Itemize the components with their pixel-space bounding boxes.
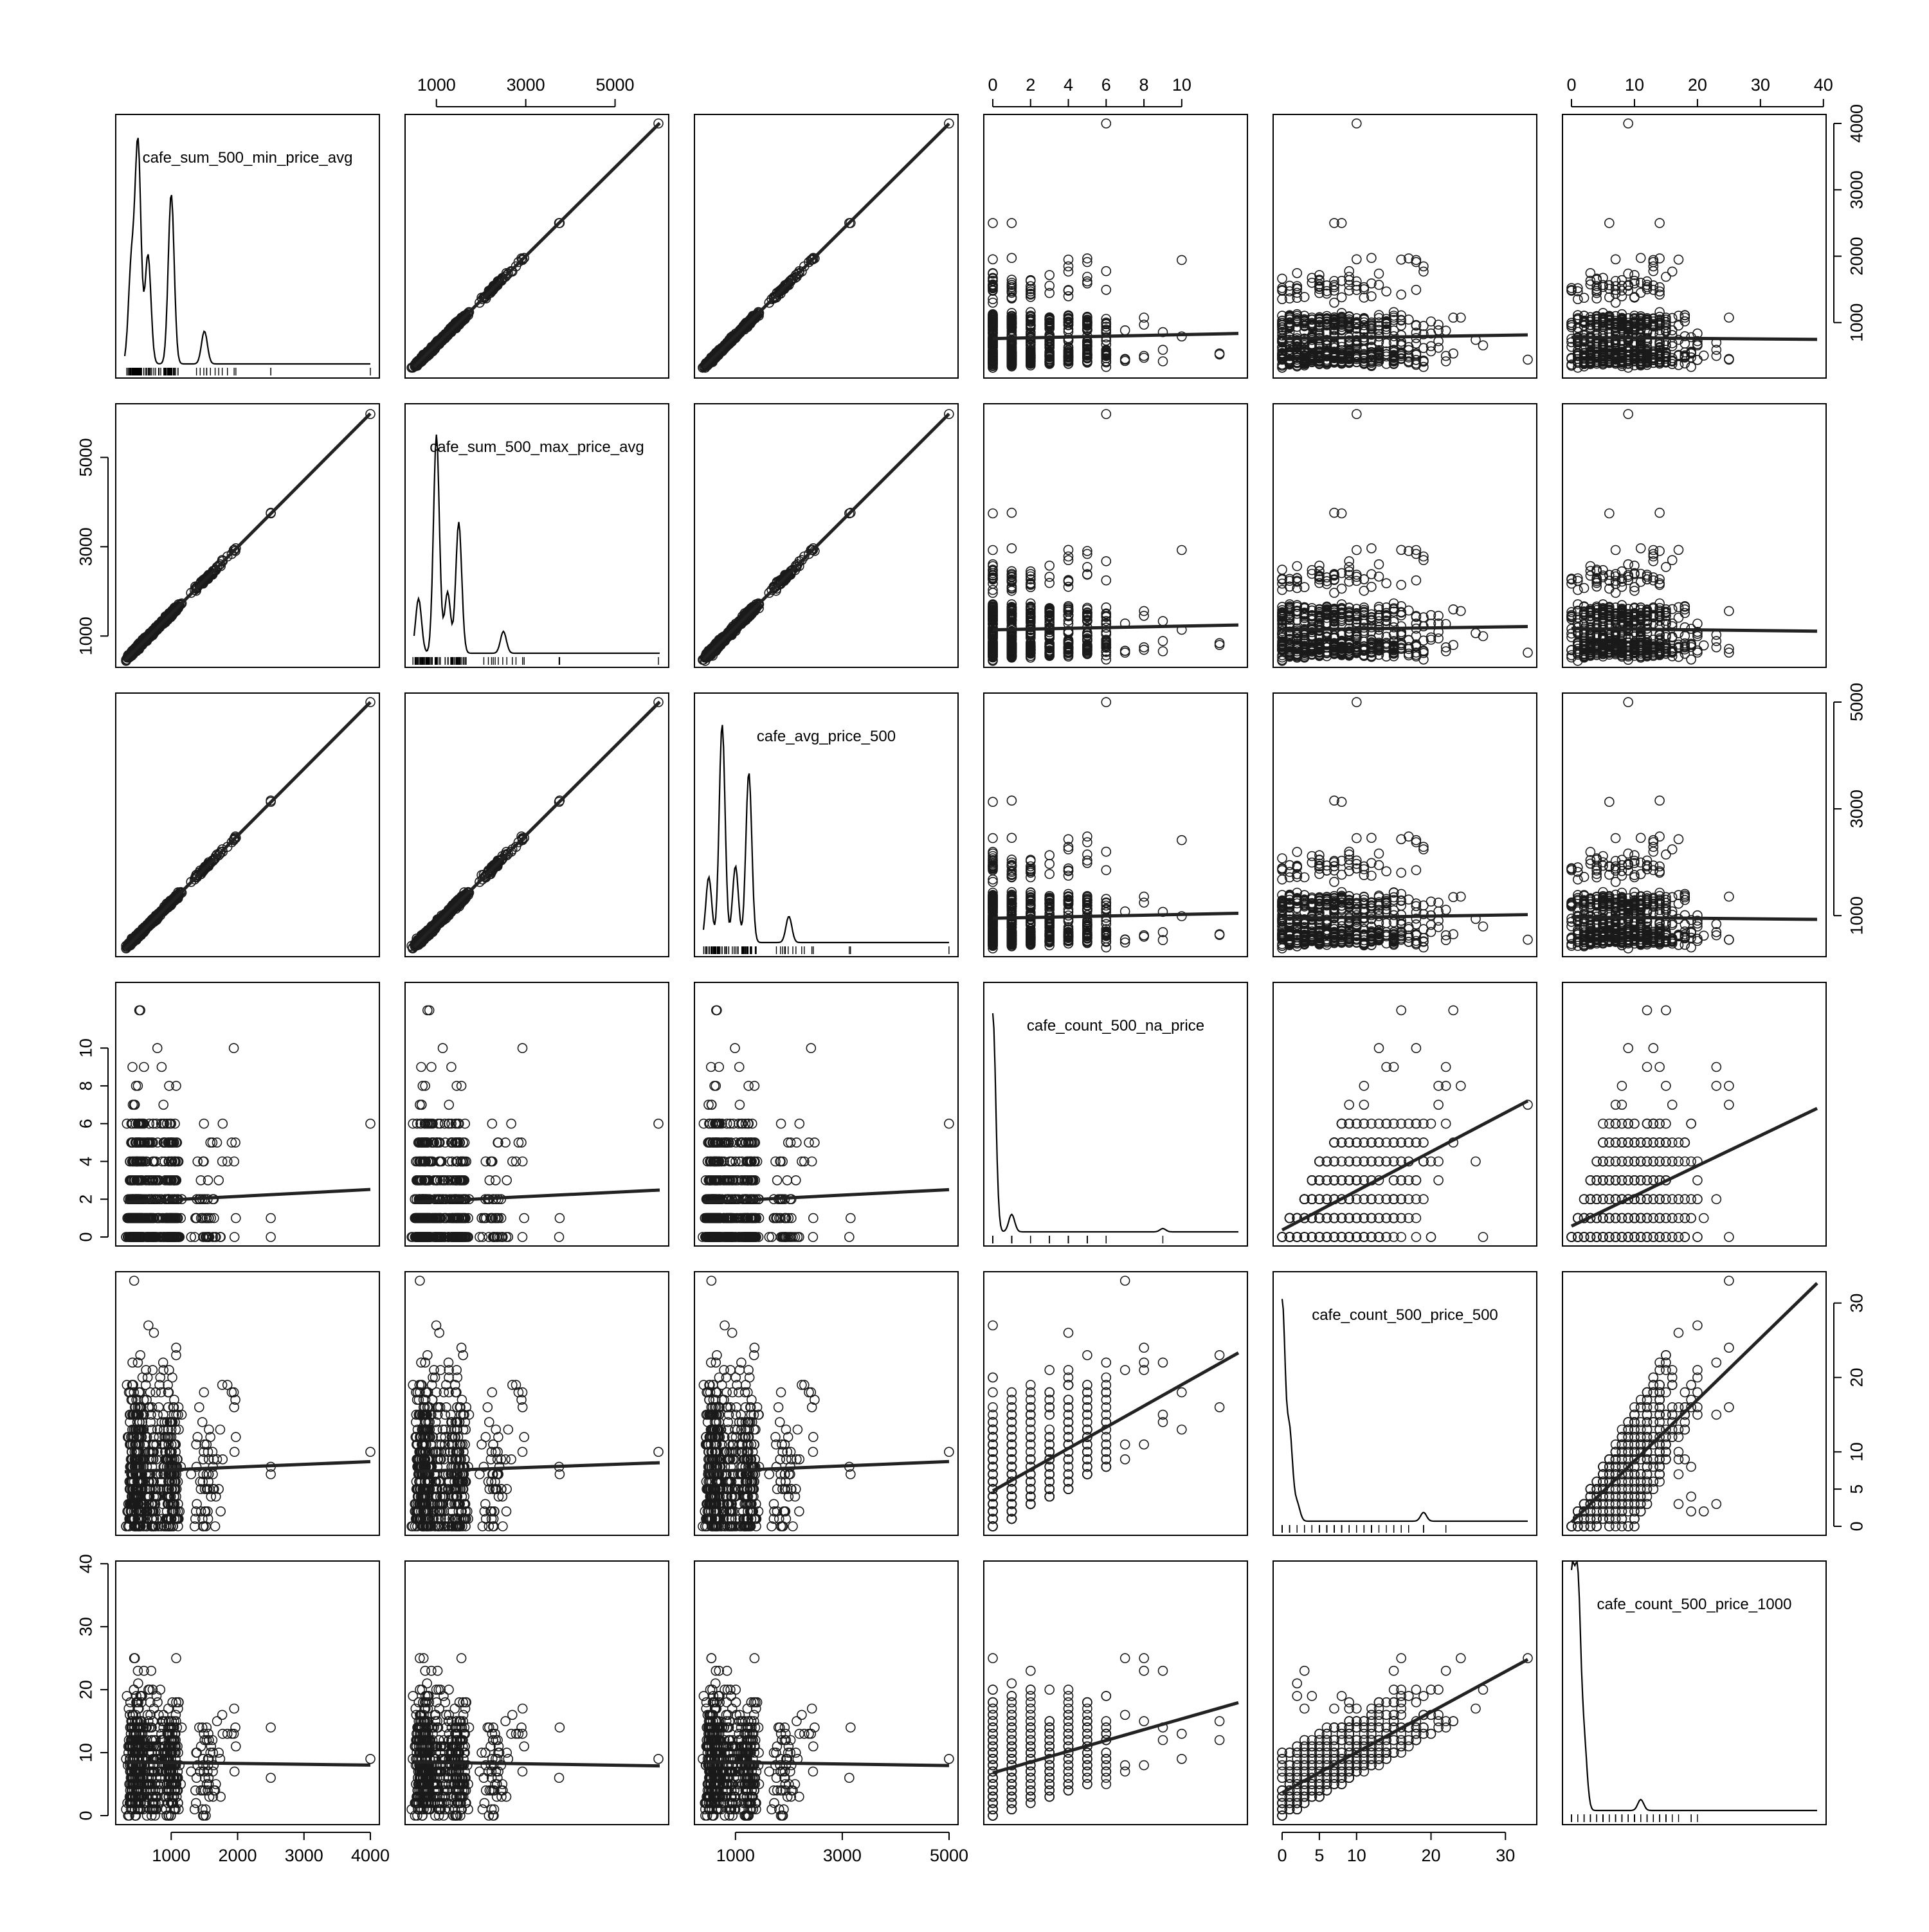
data-point (1026, 276, 1035, 285)
panel-1-2 (694, 404, 958, 667)
data-point (1064, 255, 1073, 264)
data-point (1177, 255, 1186, 264)
data-point (1598, 273, 1608, 282)
data-point (1411, 285, 1420, 294)
data-point (1007, 253, 1016, 262)
data-point (1397, 290, 1406, 299)
data-point (1442, 357, 1451, 366)
panel-content (698, 410, 954, 665)
data-point (1725, 354, 1734, 363)
data-point (1139, 320, 1148, 329)
data-point (1367, 253, 1376, 262)
data-point (1382, 287, 1391, 296)
data-point (1617, 276, 1626, 285)
data-point (1278, 274, 1287, 283)
panel-1-0 (116, 404, 379, 667)
panel-content (1567, 119, 1817, 372)
data-point (1699, 351, 1708, 360)
panel-content (698, 119, 954, 372)
panel-content (988, 119, 1238, 372)
data-point (1352, 119, 1361, 128)
diagonal-label-cafe_sum_500_min_price_avg: cafe_sum_500_min_price_avg (143, 149, 353, 167)
panel-content (413, 435, 660, 665)
data-point (1352, 255, 1361, 264)
data-point (1419, 267, 1428, 276)
fit-line (1571, 338, 1817, 339)
data-point (1649, 255, 1658, 264)
data-point (1680, 311, 1689, 320)
panel-content (125, 138, 370, 375)
data-point (1655, 219, 1664, 228)
data-point (1045, 271, 1054, 280)
data-point (1411, 339, 1420, 348)
panel-0-3 (984, 114, 1247, 378)
data-point (1523, 355, 1532, 364)
fit-line (703, 123, 949, 368)
data-point (1725, 313, 1734, 322)
data-point (1007, 219, 1016, 228)
data-point (988, 255, 997, 264)
data-point (1121, 326, 1130, 335)
data-point (1674, 321, 1683, 330)
data-point (1434, 320, 1443, 329)
density-curve (414, 435, 660, 653)
panel-content (1278, 119, 1532, 372)
data-point (1159, 357, 1168, 366)
fit-line (414, 123, 660, 366)
data-point (1674, 255, 1683, 264)
data-point (1101, 119, 1110, 128)
data-point (1624, 119, 1633, 128)
data-point (1121, 354, 1130, 363)
data-point (1292, 269, 1301, 278)
data-point (1567, 285, 1576, 294)
panel-0-4 (1273, 114, 1537, 378)
data-point (1101, 267, 1110, 276)
data-point (1427, 347, 1436, 356)
data-point (1630, 293, 1639, 302)
fit-line (125, 413, 370, 660)
data-point (988, 219, 997, 228)
data-point (1345, 267, 1354, 276)
data-point (1662, 273, 1671, 282)
data-point (1668, 267, 1677, 276)
data-point (1605, 219, 1614, 228)
panel-1-1: cafe_sum_500_max_price_avg (405, 404, 669, 667)
data-point (1397, 321, 1406, 330)
data-point (1064, 286, 1073, 295)
density-curve (125, 138, 370, 364)
data-point (1330, 298, 1339, 307)
panel-0-5 (1562, 114, 1826, 378)
data-point (1139, 352, 1148, 361)
data-point (1064, 267, 1073, 276)
data-point (1611, 255, 1620, 264)
panel-0-0: cafe_sum_500_min_price_avg (116, 114, 379, 378)
diagonal-label-cafe_sum_500_max_price_avg: cafe_sum_500_max_price_avg (430, 438, 644, 456)
panel-0-2 (694, 114, 958, 378)
panel-content (407, 119, 663, 372)
data-point (1375, 269, 1384, 278)
data-point (1139, 354, 1148, 363)
panel-0-1 (405, 114, 669, 378)
data-point (1434, 337, 1443, 346)
data-point (1611, 298, 1620, 307)
data-point (1636, 278, 1645, 287)
data-point (1139, 313, 1148, 322)
data-point (1159, 345, 1168, 354)
data-point (1636, 253, 1645, 262)
data-point (1101, 285, 1110, 294)
data-point (1411, 258, 1420, 267)
data-point (1611, 276, 1620, 285)
panel-content (122, 410, 375, 665)
